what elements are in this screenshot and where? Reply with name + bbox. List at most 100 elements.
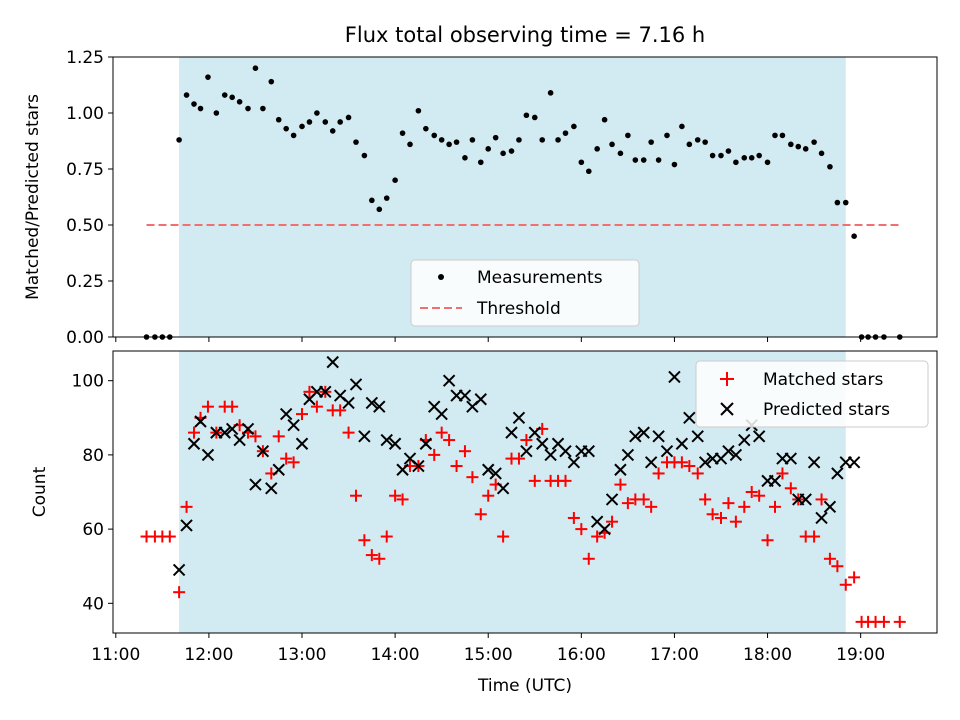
measurement-point [369, 197, 375, 204]
x-tick-label: 11:00 [91, 645, 140, 665]
measurement-point [818, 150, 825, 157]
predicted-star-point [279, 407, 293, 421]
predicted-star-point [660, 444, 674, 458]
x-tick-label: 15:00 [464, 645, 513, 665]
matched-star-point [287, 456, 300, 469]
x-axis-label: Time (UTC) [477, 676, 572, 696]
measurement-point [664, 132, 670, 139]
matched-star-point [823, 552, 836, 565]
x-tick-label: 16:00 [557, 645, 606, 665]
bottom-legend-box [695, 360, 929, 428]
chart-title: Flux total observing time = 7.16 h [345, 23, 705, 47]
predicted-star-point [652, 430, 665, 443]
measurement-point [392, 177, 398, 183]
measurement-point [453, 139, 460, 145]
measurement-point [383, 195, 390, 201]
predicted-star-point [326, 355, 339, 369]
predicted-star-point [482, 463, 495, 476]
matched-star-point [706, 508, 719, 521]
predicted-star-points [172, 355, 861, 577]
matched-star-point [714, 511, 727, 524]
bottom-panel-axes: 40 60 80 100 11:00 12:00 13:00 14:00 15:00 16:00 1… [72, 372, 886, 665]
predicted-star-point [194, 415, 207, 428]
matched-star-point [683, 460, 696, 473]
measurement-point [718, 152, 724, 159]
measurement-point [523, 112, 530, 119]
measurement-point [283, 125, 289, 132]
matched-star-point [606, 515, 619, 528]
measurement-point [337, 119, 343, 125]
predicted-star-point [621, 448, 635, 462]
measurement-point [423, 125, 429, 132]
predicted-star-point [784, 452, 798, 465]
measurement-point [842, 199, 849, 206]
predicted-star-point [722, 444, 735, 458]
predicted-star-point [799, 493, 812, 506]
measurement-point [702, 139, 708, 145]
measurement-point [795, 143, 802, 150]
matched-star-point [334, 404, 347, 417]
measurement-point [438, 137, 445, 143]
matched-star-point [761, 534, 774, 547]
x-tick-label: 12:00 [184, 645, 233, 665]
predicted-star-point [496, 482, 510, 495]
x-tick-label: 17:00 [650, 645, 699, 665]
measurement-point [399, 130, 406, 136]
top-y-tick-label: 0.25 [66, 272, 104, 292]
matched-star-point [699, 493, 712, 506]
matched-star-point [877, 615, 890, 628]
matched-star-point [163, 530, 176, 543]
matched-star-point [272, 430, 285, 443]
matched-star-point [815, 493, 828, 506]
predicted-star-point [241, 422, 255, 436]
predicted-star-point [544, 448, 557, 462]
matched-star-point [342, 426, 355, 439]
measurement-point [648, 139, 654, 145]
measurement-point [571, 123, 577, 130]
measurement-point [229, 94, 235, 101]
measurement-point [609, 141, 615, 148]
matched-star-points [140, 385, 906, 628]
top-y-tick-label: 0.00 [66, 328, 104, 348]
predicted-star-point [249, 478, 262, 491]
legend-predicted-marker [720, 402, 734, 416]
matched-star-point [848, 571, 861, 584]
measurement-point [547, 90, 554, 96]
predicted-star-point [272, 463, 285, 476]
measurement-point [462, 155, 468, 161]
top-y-tick-label: 1.00 [66, 104, 104, 124]
matched-star-point [768, 500, 781, 513]
predicted-star-point [505, 426, 518, 439]
top-legend-box [410, 259, 640, 327]
matched-star-point [310, 400, 323, 413]
predicted-star-point [187, 437, 201, 450]
legend-measurements-label: Measurements [477, 268, 603, 288]
legend-matched-label: Matched stars [763, 370, 883, 390]
predicted-star-point [265, 482, 278, 495]
measurement-point [485, 146, 492, 152]
predicted-star-point [225, 422, 239, 436]
top-panel-axes: 0.00 0.25 0.50 0.75 1.00 1.25 [66, 48, 862, 348]
matched-star-point [645, 500, 658, 513]
predicted-star-point [675, 437, 689, 450]
top-y-tick-label: 0.50 [66, 216, 104, 236]
predicted-star-point [698, 456, 712, 469]
measurement-point [555, 137, 561, 143]
matched-star-point [637, 493, 650, 506]
measurement-point [827, 163, 833, 170]
predicted-star-point [668, 370, 681, 384]
bottom-y-tick-label: 80 [82, 446, 104, 466]
matched-star-point [365, 549, 378, 562]
measurement-point [353, 139, 359, 145]
measurement-point [322, 119, 329, 125]
measurement-point [772, 132, 778, 139]
predicted-star-point [287, 419, 300, 432]
matched-star-point [450, 460, 463, 473]
matched-star-point [831, 560, 844, 573]
measurement-point [260, 105, 266, 112]
predicted-star-point [598, 522, 611, 536]
matched-star-point [173, 586, 186, 599]
measurement-point [431, 132, 438, 139]
matched-star-point [614, 478, 627, 491]
